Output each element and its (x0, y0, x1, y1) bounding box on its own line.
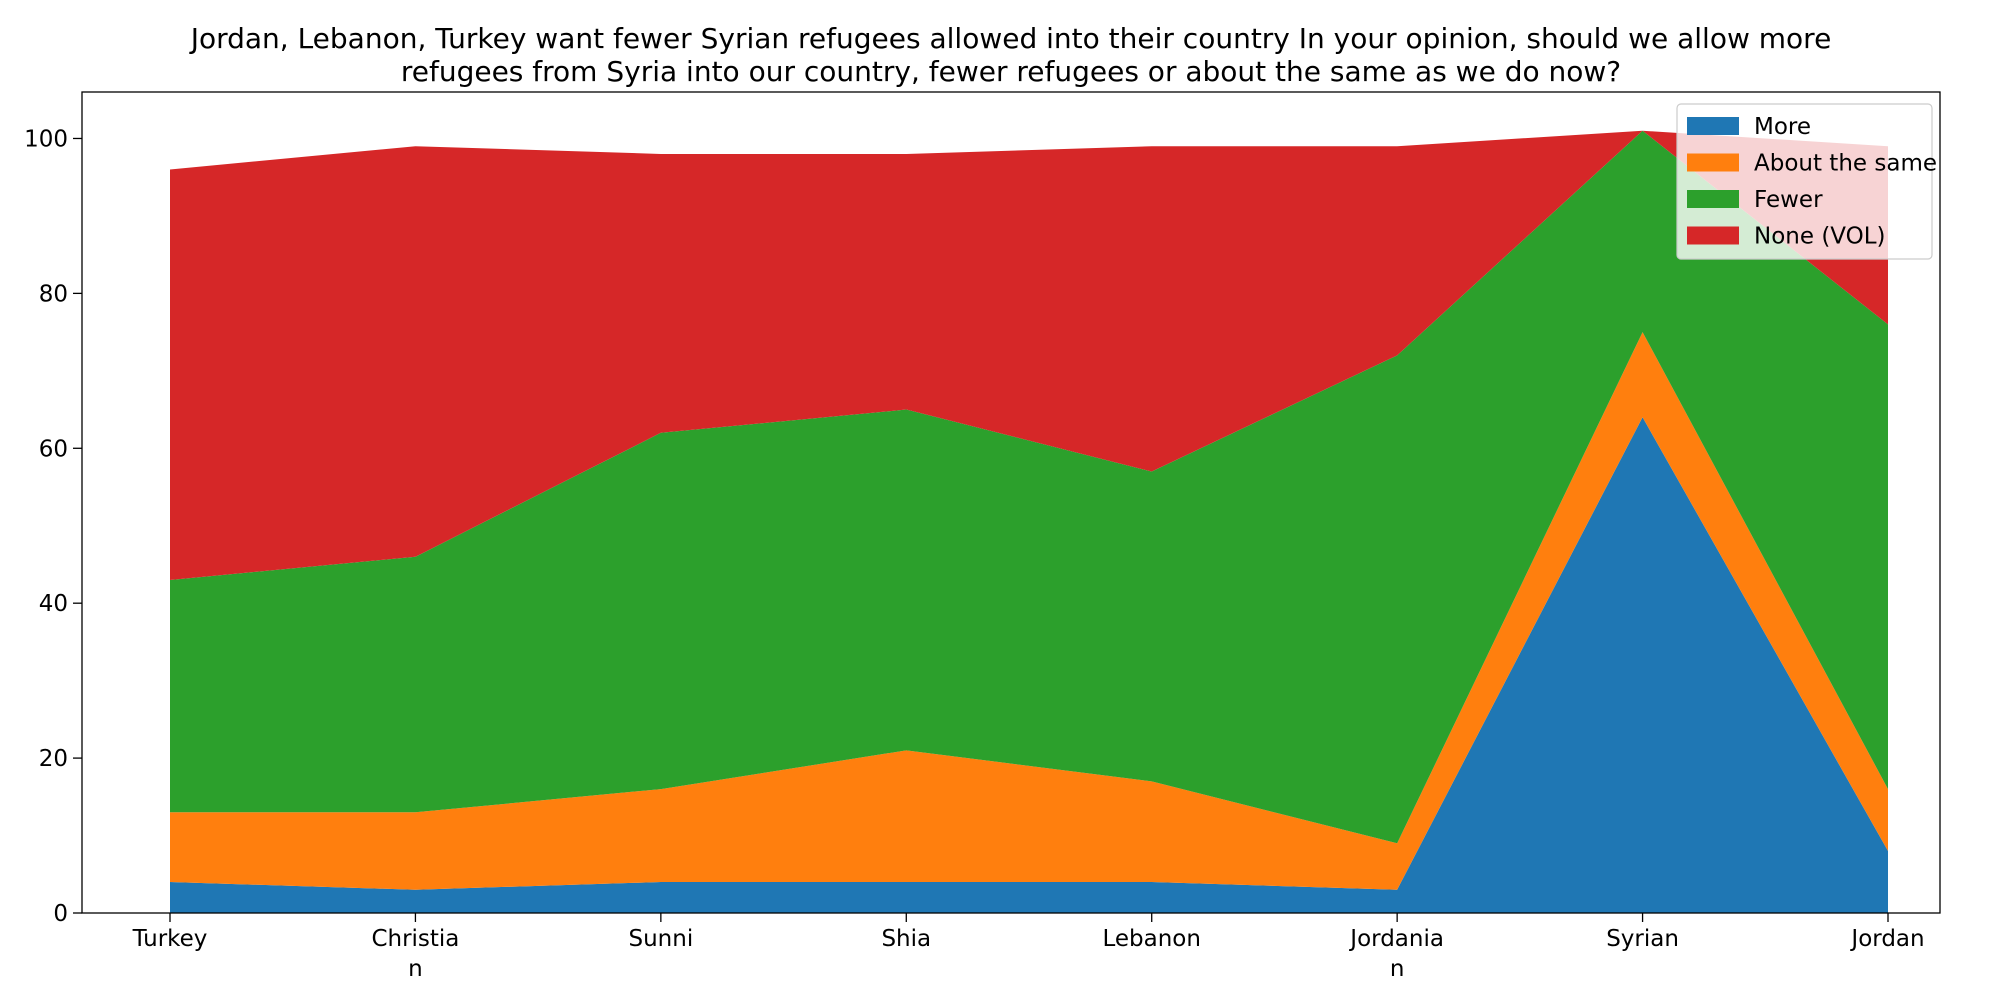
y-tick-label: 60 (39, 436, 68, 462)
legend-swatch (1687, 117, 1739, 135)
x-tick-label: Jordania n (1348, 926, 1444, 982)
x-tick-label-line: Christia (371, 926, 459, 952)
x-tick-label-line: Sunni (628, 926, 693, 952)
area-about-the-same (170, 332, 1888, 890)
legend-label: About the same (1754, 151, 1937, 177)
x-tick-label-line: Shia (881, 926, 931, 952)
area-more (170, 417, 1888, 913)
y-tick-label: 40 (39, 591, 68, 617)
x-tick-label-line: Jordan (1849, 926, 1924, 952)
x-tick-label: Sunni (628, 926, 693, 952)
x-tick-label: Christia n (371, 926, 459, 982)
legend-label: Fewer (1754, 187, 1823, 213)
legend: More About the same Fewer None (VOL) (1676, 103, 1937, 260)
legend-swatch (1687, 226, 1739, 245)
x-tick-label-line: Turkey (132, 926, 208, 952)
x-tick-label: Syrian (1606, 926, 1679, 952)
legend-swatch (1687, 190, 1739, 208)
x-tick-label-line: Jordania (1348, 926, 1444, 952)
y-tick-label: 0 (53, 901, 68, 927)
x-tick-label: Lebanon (1102, 926, 1200, 952)
y-tick-label: 80 (39, 281, 68, 307)
x-tick-label-line: Lebanon (1102, 926, 1200, 952)
x-tick-label: Turkey (132, 926, 208, 952)
x-tick-label-line: Syrian (1606, 926, 1679, 952)
area-fewer (170, 130, 1888, 844)
area-series-group (170, 130, 1888, 913)
y-tick-label: 100 (24, 126, 68, 152)
legend-label: None (VOL) (1754, 224, 1886, 250)
x-tick-label-line: n (1390, 956, 1405, 982)
y-tick-label: 20 (39, 746, 68, 772)
plot-frame (81, 91, 1941, 914)
area-none-vol (170, 130, 1888, 580)
chart-title-line: Jordan, Lebanon, Turkey want fewer Syria… (189, 22, 1832, 55)
legend-swatch (1687, 153, 1739, 172)
chart-title: Jordan, Lebanon, Turkey want fewer Syria… (189, 22, 1832, 88)
chart-title-line: refugees from Syria into our country, fe… (401, 55, 1621, 88)
x-tick-label-line: n (408, 956, 423, 982)
x-tick-label: Jordan (1849, 926, 1924, 952)
y-axis: 0 20 40 60 80 100 (24, 126, 82, 927)
legend-box (1676, 103, 1933, 260)
x-tick-label: Shia (881, 926, 931, 952)
legend-label: More (1754, 114, 1811, 140)
x-axis: Turkey Christia n Sunni Shia Lebanon Jordania n… (132, 913, 1925, 982)
